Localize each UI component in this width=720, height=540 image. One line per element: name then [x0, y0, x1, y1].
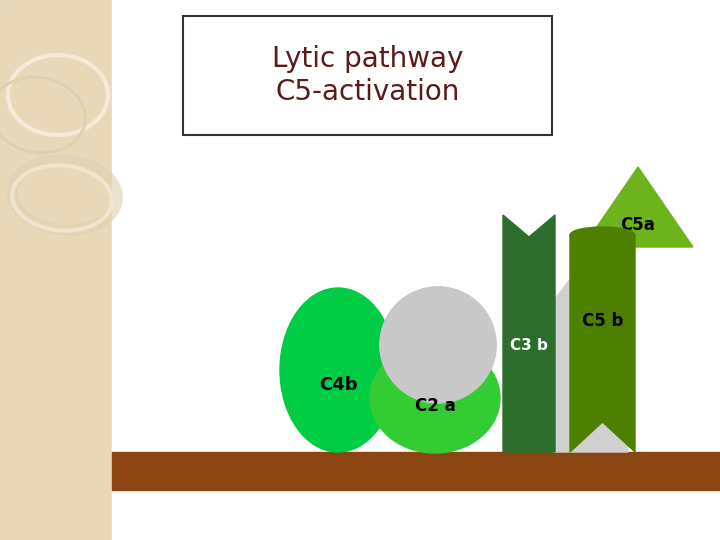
FancyBboxPatch shape: [183, 16, 552, 135]
Bar: [0, 0, 112, 540]
Text: C5a: C5a: [621, 216, 655, 234]
Text: C5 b: C5 b: [582, 313, 624, 330]
Circle shape: [380, 287, 496, 403]
Circle shape: [380, 287, 496, 403]
Bar: [112, 452, 720, 490]
Polygon shape: [553, 252, 628, 452]
Polygon shape: [583, 167, 693, 247]
Text: C4b: C4b: [319, 376, 357, 394]
Ellipse shape: [280, 288, 396, 452]
Text: C2 a: C2 a: [415, 397, 455, 415]
Text: Lytic pathway
C5-activation: Lytic pathway C5-activation: [272, 45, 463, 106]
Ellipse shape: [370, 343, 500, 453]
Ellipse shape: [570, 227, 635, 243]
Polygon shape: [503, 215, 555, 452]
Polygon shape: [570, 235, 635, 452]
Text: C3 b: C3 b: [510, 338, 548, 353]
Bar: [112, 0, 720, 540]
